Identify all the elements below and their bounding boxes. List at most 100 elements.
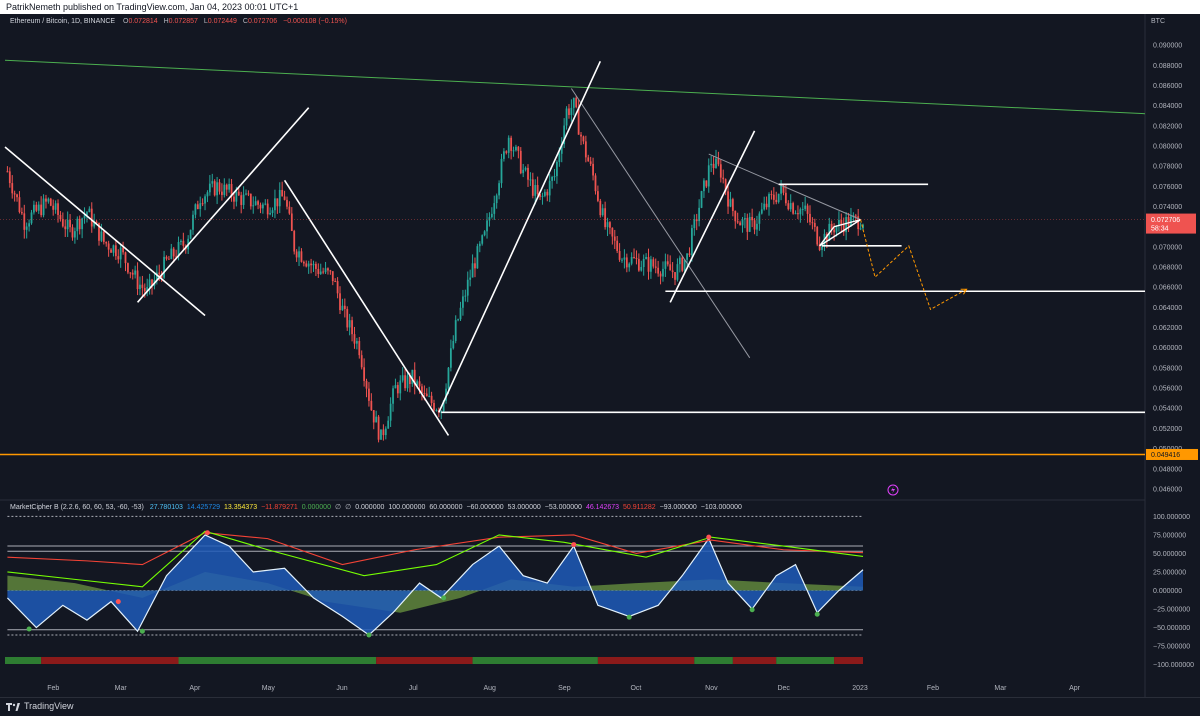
candle xyxy=(592,163,594,176)
candle xyxy=(199,203,202,210)
trend-line-thin xyxy=(708,153,861,221)
candle xyxy=(457,319,460,321)
candle xyxy=(498,183,500,196)
candle xyxy=(838,220,840,227)
candle xyxy=(119,247,122,260)
price-tick-label: 0.068000 xyxy=(1153,265,1182,272)
candle xyxy=(522,169,525,174)
candle xyxy=(466,279,469,296)
signal-dot xyxy=(139,628,145,634)
price-tick-label: 0.046000 xyxy=(1153,486,1182,493)
candle xyxy=(298,251,300,258)
candle xyxy=(278,189,281,207)
candle xyxy=(806,205,809,214)
symbol-name[interactable]: Ethereum / Bitcoin, 1D, BINANCE xyxy=(10,18,116,25)
candle xyxy=(124,252,127,264)
candle xyxy=(252,205,255,207)
candle xyxy=(47,198,50,202)
trend-bar-segment xyxy=(472,657,598,664)
price-tick-label: 0.048000 xyxy=(1153,466,1182,473)
candle xyxy=(623,257,626,260)
candle xyxy=(490,213,493,218)
candle xyxy=(772,194,775,200)
wave-line xyxy=(6,534,864,636)
candle xyxy=(512,150,515,152)
candle xyxy=(830,223,833,230)
candle xyxy=(54,203,57,210)
candle xyxy=(377,416,380,440)
candle xyxy=(715,158,717,168)
x-axis-label: Jun xyxy=(336,685,347,692)
candle xyxy=(543,191,546,196)
candle xyxy=(45,198,47,202)
projection-arrow xyxy=(960,288,968,295)
candle xyxy=(13,193,16,195)
publisher-bar: PatrikNemeth published on TradingView.co… xyxy=(0,0,1200,14)
candle xyxy=(698,207,701,222)
candle xyxy=(339,293,341,311)
candle xyxy=(281,189,284,197)
candle xyxy=(139,284,141,290)
candle xyxy=(86,212,88,216)
indicator-value: 13.354373 xyxy=(224,504,258,511)
candle xyxy=(192,214,194,230)
candle xyxy=(568,108,570,115)
x-axis-label: Apr xyxy=(1069,685,1081,692)
trend-line xyxy=(669,130,756,303)
candle xyxy=(589,161,592,164)
candle xyxy=(840,220,843,225)
tradingview-brand[interactable]: TradingView xyxy=(24,701,74,711)
candle xyxy=(686,253,688,260)
candle xyxy=(423,393,426,395)
candle xyxy=(102,231,105,242)
candle xyxy=(570,107,573,115)
candle xyxy=(609,222,611,228)
candle xyxy=(114,245,117,257)
event-marker-icon xyxy=(887,484,899,496)
candle xyxy=(471,263,474,278)
candle xyxy=(136,270,139,290)
footer-bar: TradingView xyxy=(0,697,1200,716)
candle xyxy=(507,137,510,153)
candle xyxy=(351,320,353,335)
candle xyxy=(478,243,481,247)
candle xyxy=(534,185,537,196)
candle xyxy=(809,213,811,223)
candle xyxy=(88,208,91,213)
candle xyxy=(257,201,259,205)
candle xyxy=(276,198,279,207)
candle xyxy=(365,380,368,389)
candle xyxy=(59,215,62,220)
candle xyxy=(319,271,322,274)
candle xyxy=(131,272,134,275)
candle xyxy=(616,240,619,252)
candle xyxy=(664,261,667,269)
candle xyxy=(707,165,710,187)
candle xyxy=(382,429,385,436)
rsi-line xyxy=(7,532,864,566)
candle xyxy=(30,212,33,224)
candle xyxy=(758,213,761,224)
tradingview-logo-icon[interactable] xyxy=(6,702,20,712)
current-price-tag xyxy=(1146,213,1196,234)
publisher-text: PatrikNemeth published on TradingView.co… xyxy=(6,2,299,12)
x-axis-label: May xyxy=(262,685,276,692)
candle xyxy=(613,236,616,241)
candle xyxy=(35,204,38,211)
candle xyxy=(763,203,766,210)
candle xyxy=(221,191,223,195)
candle xyxy=(204,196,206,204)
candle xyxy=(666,261,669,265)
candle xyxy=(81,218,84,230)
candle xyxy=(324,268,327,273)
indicator-name[interactable]: MarketCipher B (2.2.6, 60, 60, 53, -60, … xyxy=(10,504,144,511)
candle xyxy=(657,267,660,274)
candle xyxy=(52,205,55,210)
stoch-line xyxy=(7,530,864,588)
candle xyxy=(488,217,491,221)
candle xyxy=(736,221,739,223)
indicator-value: 50.911282 xyxy=(623,504,656,511)
candle xyxy=(847,217,850,227)
candle xyxy=(741,219,744,226)
